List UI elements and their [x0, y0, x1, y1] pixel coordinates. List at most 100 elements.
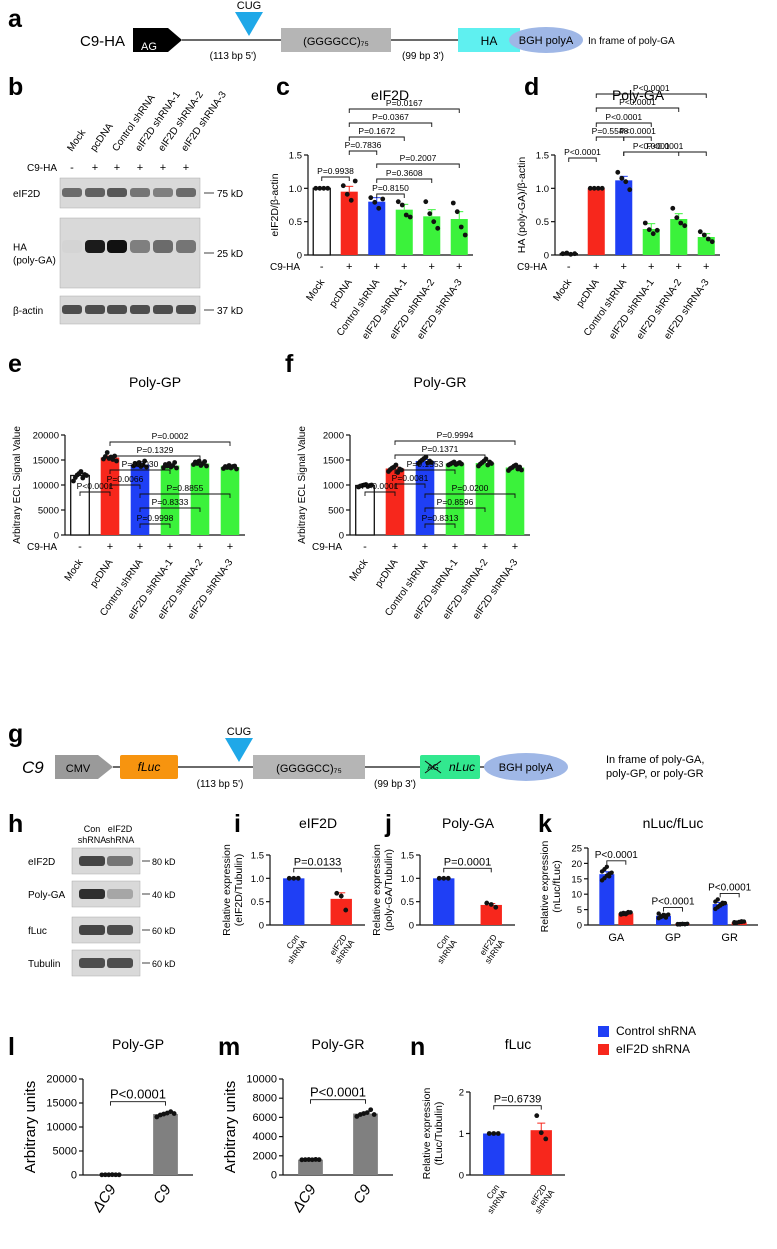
- repeat-label: (GGGGCC)₇₅: [303, 36, 369, 48]
- chart-d-title: Poly-GA: [612, 87, 665, 103]
- chart-c-bracket-5: [348, 136, 405, 141]
- chart-d-point-0-0: [560, 251, 566, 257]
- legend-k-swatch-0: [598, 1026, 609, 1037]
- chart-c-point-4-1: [427, 211, 433, 217]
- chart-c-point-3-0: [395, 199, 401, 205]
- chart-m-bar-0: [298, 1159, 323, 1175]
- chart-e-bracket-6: [109, 455, 201, 460]
- chart-d-point-0-3: [572, 251, 578, 257]
- chart-d-point-2-2: [623, 179, 629, 185]
- chart-k-bar-1-0: [618, 913, 634, 925]
- chart-c-treatment-0: -: [320, 261, 324, 273]
- chart-e-point-5-7: [234, 466, 239, 472]
- chart-e-treatment-5: +: [227, 541, 233, 553]
- chart-d-bar-3: [642, 229, 660, 255]
- chart-n-title: fLuc: [505, 1036, 531, 1052]
- chart-f-point-2-7: [429, 460, 434, 465]
- chart-k-bracket-1: [663, 907, 683, 912]
- chart-c-bracket-0: [321, 176, 350, 181]
- blot-b-band-eif2d-4: [153, 188, 173, 197]
- chart-d-treatment-3: +: [648, 261, 654, 273]
- chart-d-point-2-3: [627, 187, 633, 193]
- chart-e-point-3-7: [174, 465, 179, 471]
- blot-h-band-3-1: [107, 958, 133, 968]
- chart-d-point-2-1: [619, 175, 625, 181]
- chart-d-p-0: P<0.0001: [564, 147, 601, 157]
- chart-e-treatment-2: +: [137, 541, 143, 553]
- ha-label: HA: [481, 34, 498, 48]
- chart-d-p-4: P=0.5548: [592, 126, 629, 136]
- chart-d-bracket-3: [623, 151, 707, 156]
- cmv-arrow: [55, 755, 113, 779]
- construct-g-note-2: poly-GP, or poly-GR: [606, 768, 704, 780]
- chart-e-treatment-4: +: [197, 541, 203, 553]
- chart-j-ytick-label-2: 1.0: [401, 874, 414, 885]
- chart-e-point-2-7: [144, 464, 149, 470]
- chart-j-ytick-label-3: 1.5: [401, 851, 414, 862]
- chart-i-cat-0: ConshRNA: [278, 932, 309, 965]
- chart-d-point-0-1: [564, 250, 570, 256]
- chart-m-ytick-label-4: 8000: [253, 1093, 277, 1105]
- chart-l-point-0-1: [102, 1172, 108, 1178]
- blot-b-marker-0: 75 kD: [217, 189, 243, 200]
- chart-k-ytick-label-0: 0: [577, 921, 582, 932]
- chart-f-cat-0: Mock: [348, 557, 371, 584]
- chart-c-point-2-0: [368, 195, 374, 201]
- chart-d-point-4-0: [670, 205, 676, 211]
- blot-b-band-actin-5: [176, 305, 196, 314]
- chart-k-point-0-2-8: [720, 900, 725, 906]
- chart-l-point-0-3: [109, 1172, 115, 1178]
- chart-f-bracket-4: [394, 483, 426, 488]
- chart-c-point-3-3: [407, 214, 413, 220]
- blot-b-row-name-1-1: (poly-GA): [13, 256, 56, 267]
- chart-i-bracket-0: [293, 867, 342, 873]
- cug-label: CUG: [237, 0, 261, 12]
- panel-label-d: d: [524, 73, 539, 101]
- construct-a: C9-HA AG CUG (113 bp 5') (GGGGCC)₇₅ (99 …: [80, 0, 675, 62]
- chart-m-point-1-4: [368, 1107, 374, 1113]
- blot-b-row-name-2-0: β-actin: [13, 306, 43, 317]
- chart-d-p-7: P<0.0001: [633, 83, 670, 93]
- blot-b-sign-1: +: [92, 162, 98, 174]
- blot-h-lane-1-0: eIF2D: [108, 824, 133, 834]
- chart-l-bracket-0: [110, 1101, 166, 1106]
- cmv-label: CMV: [66, 763, 91, 775]
- chart-k-ylabel-0: Relative expression: [539, 841, 551, 933]
- chart-f-bar-1: [385, 468, 405, 535]
- blot-h-band-0-1: [107, 856, 133, 866]
- chart-l-ytick-label-0: 0: [71, 1170, 77, 1182]
- construct-a-note: In frame of poly-GA: [588, 36, 675, 47]
- chart-c-p-3: P=0.2007: [400, 153, 437, 163]
- chart-e-p-5: P=0.0030: [122, 459, 159, 469]
- chart-f-treatment-label: C9-HA: [312, 542, 342, 553]
- chart-j-ytick-label-0: 0: [409, 921, 414, 932]
- chart-k-ytick-label-3: 15: [571, 874, 582, 885]
- chart-c-bracket-1: [376, 193, 405, 198]
- chart-j: Poly-GA 0 0.5 1.0 1.5 Relative expression (pol…: [371, 815, 515, 965]
- chart-d-cat-0: Mock: [551, 277, 574, 304]
- panel-label-k: k: [538, 810, 552, 838]
- chart-f-treatment-5: +: [512, 541, 518, 553]
- chart-d-bracket-7: [595, 93, 707, 98]
- panel-label-l: l: [8, 1033, 15, 1061]
- chart-c-point-2-1: [372, 199, 378, 205]
- chart-c-treatment-1: +: [346, 261, 352, 273]
- chart-n-point-0-0: [486, 1131, 492, 1136]
- blot-b-sign-2: +: [114, 162, 120, 174]
- blot-h-row-name-1: Poly-GA: [28, 890, 66, 901]
- chart-k-p-0: P<0.0001: [595, 850, 639, 861]
- chart-c-ytick-label-0: 0: [297, 251, 302, 262]
- chart-c-point-0-3: [325, 185, 331, 191]
- chart-l-ytick-label-3: 15000: [46, 1098, 77, 1110]
- chart-j-bar-0: [433, 878, 455, 925]
- chart-j-ylabel-0: Relative expression: [371, 844, 383, 936]
- blot-b-band-ha-2: [107, 240, 127, 253]
- chart-e-point-0-4: [78, 469, 84, 474]
- chart-c-ylabel-0: eIF2D/β-actin: [269, 173, 281, 236]
- chart-f: Poly-GR 0 500 1000 1500 2000 Arbitrary ECL Sig…: [297, 374, 530, 622]
- chart-d-point-1-3: [599, 185, 605, 191]
- chart-f-point-5-4: [513, 462, 519, 468]
- chart-d-point-3-2: [650, 231, 656, 237]
- chart-l-ytick-label-4: 20000: [46, 1074, 77, 1086]
- chart-m-point-0-0: [299, 1157, 305, 1163]
